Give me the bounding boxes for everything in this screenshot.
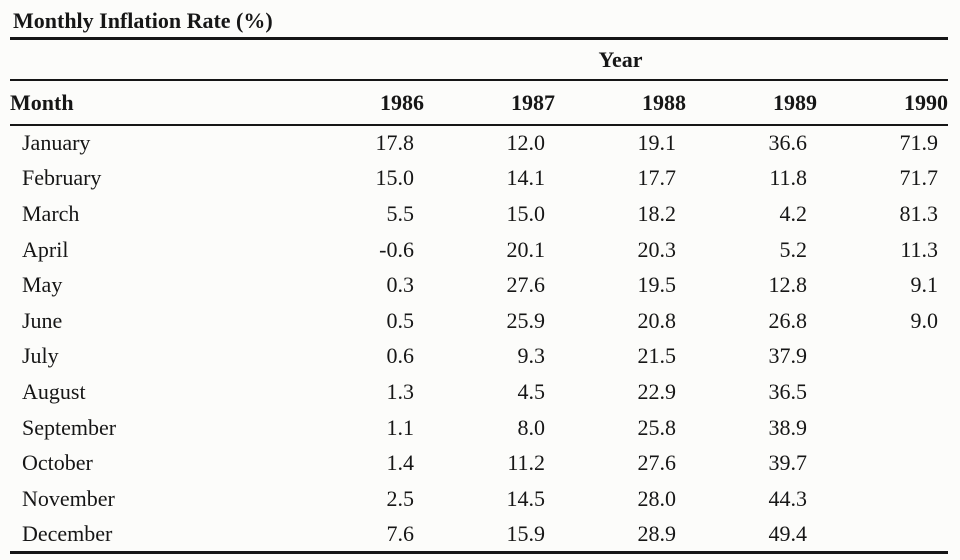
value-cell: 71.9 [899,130,939,156]
value-cell: 39.7 [768,450,808,476]
value-cell: 1.3 [386,378,415,404]
value-cell: 49.4 [768,520,808,546]
value-cell: 18.2 [637,200,677,226]
value-cell: 11.3 [900,236,938,262]
month-cell: February [22,165,102,191]
value-cell: 12.8 [768,272,808,298]
value-cell: 81.3 [899,200,939,226]
value-cell: 0.6 [386,343,415,369]
month-column-header: Month [10,80,293,126]
value-cell: 36.5 [768,378,808,404]
value-cell [817,481,948,517]
month-cell: June [22,307,63,333]
table-row: December 7.6 15.9 28.9 49.4 [10,517,948,553]
value-cell: 15.9 [506,520,546,546]
table-body: January 17.8 12.0 19.1 36.6 71.9 Februar… [10,125,948,552]
value-cell: 15.0 [506,200,546,226]
month-cell: July [22,343,59,369]
year-group-spacer [10,40,293,81]
value-cell: 22.9 [637,378,677,404]
table-title: Monthly Inflation Rate (%) [10,5,948,40]
value-cell: 9.1 [910,272,939,298]
value-cell: 20.8 [637,307,677,333]
month-cell: August [22,378,86,404]
month-cell: September [22,414,117,440]
value-cell: -0.6 [379,236,414,262]
value-cell: 36.6 [768,130,808,156]
value-cell [817,339,948,375]
value-cell: 25.9 [506,307,546,333]
month-cell: March [22,200,80,226]
month-cell: November [22,485,115,511]
inflation-table: Year Month 1986 1987 1988 1989 1990 Janu… [10,40,948,554]
value-cell: 14.1 [506,165,546,191]
year-column-header: 1987 [424,80,555,126]
value-cell: 12.0 [506,130,546,156]
value-cell: 28.9 [637,520,677,546]
table-row: March 5.5 15.0 18.2 4.2 81.3 [10,196,948,232]
value-cell: 25.8 [637,414,677,440]
table-row: November 2.5 14.5 28.0 44.3 [10,481,948,517]
value-cell: 1.4 [386,450,415,476]
value-cell [817,410,948,446]
year-group-header: Year [293,40,948,81]
value-cell: 14.5 [506,485,546,511]
value-cell: 27.6 [506,272,546,298]
value-cell: 71.7 [899,165,939,191]
month-cell: October [22,450,93,476]
year-column-header: 1989 [686,80,817,126]
table-row: September 1.1 8.0 25.8 38.9 [10,410,948,446]
value-cell: 37.9 [768,343,808,369]
month-cell: December [22,520,113,546]
value-cell [817,517,948,553]
table-row: May 0.3 27.6 19.5 12.8 9.1 [10,267,948,303]
value-cell: 5.5 [386,200,415,226]
value-cell: 21.5 [637,343,677,369]
column-header-row: Month 1986 1987 1988 1989 1990 [10,80,948,126]
value-cell: 44.3 [768,485,808,511]
value-cell: 0.3 [386,272,415,298]
table-row: April -0.6 20.1 20.3 5.2 11.3 [10,232,948,268]
table-row: October 1.4 11.2 27.6 39.7 [10,445,948,481]
value-cell: 26.8 [768,307,808,333]
value-cell: 2.5 [386,485,415,511]
table-row: July 0.6 9.3 21.5 37.9 [10,339,948,375]
value-cell: 9.0 [910,307,939,333]
value-cell: 15.0 [375,165,415,191]
table-row: February 15.0 14.1 17.7 11.8 71.7 [10,161,948,197]
value-cell: 20.1 [506,236,546,262]
value-cell: 7.6 [386,520,415,546]
value-cell: 5.2 [779,236,808,262]
value-cell: 20.3 [637,236,677,262]
value-cell: 17.8 [375,130,415,156]
month-cell: May [22,272,63,298]
value-cell: 19.5 [637,272,677,298]
year-column-header: 1986 [293,80,424,126]
value-cell: 0.5 [386,307,415,333]
value-cell: 38.9 [768,414,808,440]
value-cell: 9.3 [517,343,546,369]
month-cell: January [22,130,91,156]
value-cell: 1.1 [386,414,415,440]
value-cell: 11.2 [507,450,545,476]
value-cell: 11.8 [769,165,807,191]
table-row: January 17.8 12.0 19.1 36.6 71.9 [10,125,948,161]
value-cell [817,374,948,410]
year-group-row: Year [10,40,948,81]
value-cell: 28.0 [637,485,677,511]
year-column-header: 1988 [555,80,686,126]
month-cell: April [22,236,69,262]
value-cell: 17.7 [637,165,677,191]
value-cell: 4.2 [779,200,808,226]
value-cell: 27.6 [637,450,677,476]
year-column-header: 1990 [817,80,948,126]
table-row: August 1.3 4.5 22.9 36.5 [10,374,948,410]
value-cell: 8.0 [517,414,546,440]
value-cell: 19.1 [637,130,677,156]
value-cell: 4.5 [517,378,546,404]
table-row: June 0.5 25.9 20.8 26.8 9.0 [10,303,948,339]
value-cell [817,445,948,481]
